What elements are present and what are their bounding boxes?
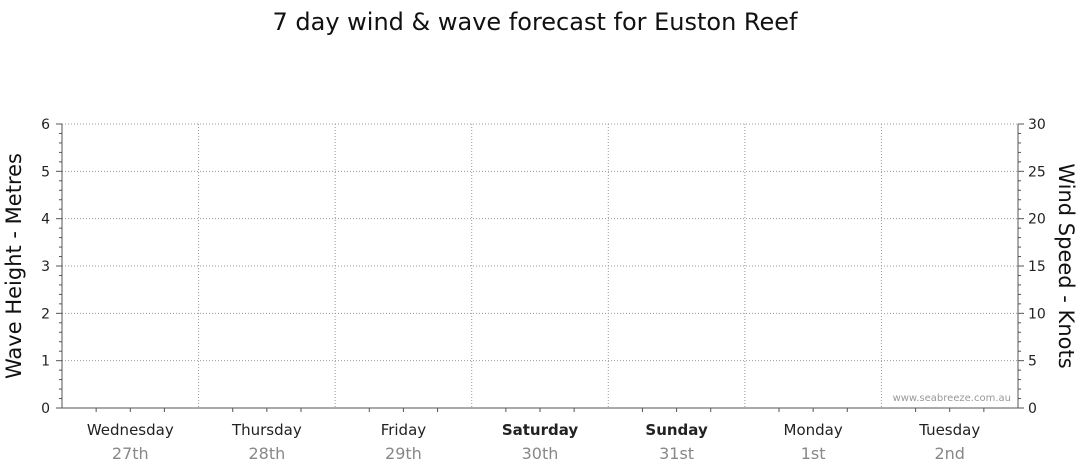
y-axis-left-title: Wave Height - Metres bbox=[2, 153, 26, 379]
left-ticks: 0 1 2 3 4 5 6 bbox=[41, 117, 62, 417]
right-tick-label: 0 bbox=[1028, 401, 1037, 417]
right-tick-label: 30 bbox=[1028, 117, 1046, 133]
y-axis-right-title: Wind Speed - Knots bbox=[1054, 163, 1078, 368]
date-label: 1st bbox=[801, 444, 826, 463]
day-label: Monday bbox=[784, 421, 843, 439]
left-tick-label: 4 bbox=[41, 212, 50, 228]
left-tick-label: 0 bbox=[41, 401, 50, 417]
left-tick-label: 6 bbox=[41, 117, 50, 133]
right-tick-label: 10 bbox=[1028, 306, 1046, 322]
day-label: Sunday bbox=[645, 421, 708, 439]
day-label: Saturday bbox=[502, 421, 579, 439]
left-tick-label: 1 bbox=[41, 354, 50, 370]
left-tick-label: 3 bbox=[41, 259, 50, 275]
right-ticks: 0 5 10 15 20 25 30 bbox=[1018, 117, 1046, 417]
date-label: 28th bbox=[248, 444, 285, 463]
date-label: 30th bbox=[522, 444, 559, 463]
day-labels: Wednesday 27th Thursday 28th Friday 29th Satur… bbox=[87, 408, 985, 463]
date-label: 27th bbox=[112, 444, 149, 463]
day-label: Friday bbox=[381, 421, 427, 439]
watermark: www.seabreeze.com.au bbox=[893, 393, 1011, 404]
date-label: 2nd bbox=[934, 444, 964, 463]
right-tick-label: 15 bbox=[1028, 259, 1046, 275]
right-tick-label: 5 bbox=[1028, 354, 1037, 370]
date-label: 31st bbox=[659, 444, 694, 463]
date-label: 29th bbox=[385, 444, 422, 463]
left-tick-label: 2 bbox=[41, 306, 50, 322]
right-tick-label: 25 bbox=[1028, 164, 1046, 180]
day-label: Wednesday bbox=[87, 421, 174, 439]
left-tick-label: 5 bbox=[41, 164, 50, 180]
day-label: Tuesday bbox=[918, 421, 980, 439]
right-tick-label: 20 bbox=[1028, 212, 1046, 228]
grid bbox=[62, 123, 1018, 408]
day-label: Thursday bbox=[231, 421, 302, 439]
chart-title: 7 day wind & wave forecast for Euston Re… bbox=[272, 8, 798, 36]
